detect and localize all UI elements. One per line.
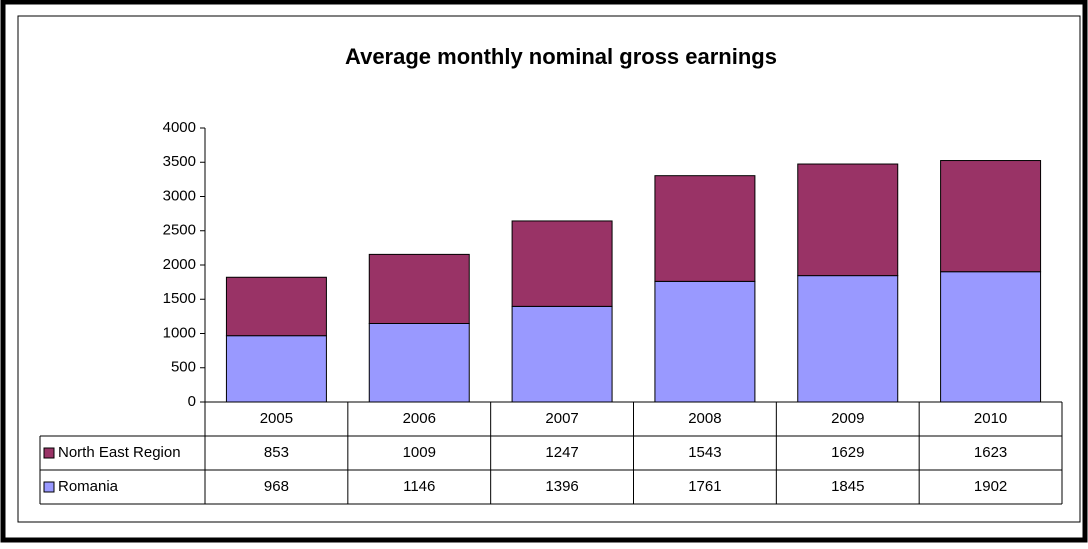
table-value: 1629 bbox=[831, 444, 864, 461]
table-value: 1761 bbox=[688, 478, 721, 495]
table-value: 1845 bbox=[831, 478, 864, 495]
y-tick-label: 2500 bbox=[163, 222, 196, 239]
x-tick-label: 2007 bbox=[545, 410, 578, 427]
legend-label: North East Region bbox=[58, 444, 181, 461]
bar-segment bbox=[368, 253, 470, 324]
bar-segment bbox=[225, 335, 327, 403]
y-tick-label: 2000 bbox=[163, 256, 196, 273]
table-value: 1247 bbox=[545, 444, 578, 461]
bar-segment bbox=[225, 276, 327, 337]
x-tick-label: 2005 bbox=[260, 410, 293, 427]
y-tick-label: 3000 bbox=[163, 187, 196, 204]
legend-label: Romania bbox=[58, 478, 119, 495]
table-value: 853 bbox=[264, 444, 289, 461]
bar-segment bbox=[368, 322, 470, 403]
bar-segment bbox=[511, 305, 613, 403]
y-tick-label: 500 bbox=[171, 359, 196, 376]
table-value: 1009 bbox=[403, 444, 436, 461]
x-tick-label: 2008 bbox=[688, 410, 721, 427]
x-tick-label: 2006 bbox=[403, 410, 436, 427]
bar-segment bbox=[511, 220, 613, 307]
legend-swatch bbox=[43, 447, 55, 459]
x-tick-label: 2010 bbox=[974, 410, 1007, 427]
y-tick-label: 1500 bbox=[163, 290, 196, 307]
bar-segment bbox=[797, 163, 899, 277]
y-tick-label: 1000 bbox=[163, 324, 196, 341]
table-value: 1146 bbox=[403, 478, 435, 495]
y-tick-label: 4000 bbox=[163, 119, 196, 136]
bar-segment bbox=[654, 175, 756, 282]
table-value: 1396 bbox=[545, 478, 578, 495]
bar-segment bbox=[797, 275, 899, 403]
chart-border bbox=[17, 15, 1081, 523]
table-value: 1543 bbox=[688, 444, 721, 461]
table-value: 1623 bbox=[974, 444, 1007, 461]
y-tick-label: 0 bbox=[188, 393, 196, 410]
table-value: 1902 bbox=[974, 478, 1007, 495]
bar-segment bbox=[940, 271, 1042, 403]
chart-title: Average monthly nominal gross earnings bbox=[345, 44, 777, 69]
table-value: 968 bbox=[264, 478, 289, 495]
bar-segment bbox=[654, 280, 756, 403]
x-tick-label: 2009 bbox=[831, 410, 864, 427]
legend-swatch bbox=[43, 481, 55, 493]
bar-segment bbox=[940, 160, 1042, 273]
y-tick-label: 3500 bbox=[163, 153, 196, 170]
